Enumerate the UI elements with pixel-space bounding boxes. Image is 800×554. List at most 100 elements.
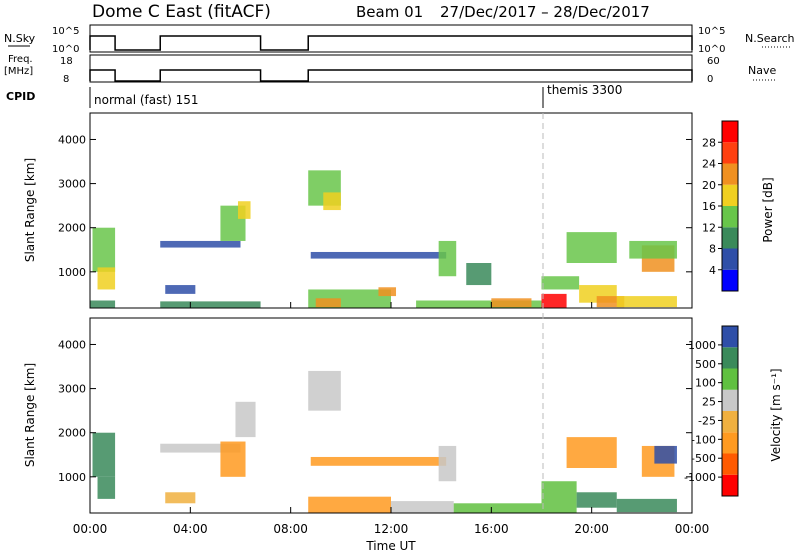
- colorbar-tick-label: -25: [698, 414, 716, 427]
- freq-step-line: [89, 69, 693, 82]
- nave-label: Nave: [748, 64, 776, 77]
- heatmap-cell: [491, 298, 532, 308]
- heatmap-cell: [310, 251, 447, 259]
- velocity-panel-frame: [89, 317, 693, 514]
- nsearch-tick-bottom: 10^0: [698, 44, 725, 55]
- cpid-mode-2: themis 3300: [547, 83, 622, 97]
- heatmap-cell: [378, 287, 397, 297]
- power-colorbar: 4 8 12 16 20 24 28: [702, 120, 739, 292]
- y-tick-label: 3000: [58, 383, 86, 396]
- nsearch-tick-top: 10^5: [698, 26, 725, 37]
- heatmap-cell: [541, 276, 580, 290]
- heatmap-cell: [237, 201, 251, 219]
- heatmap-cell: [160, 301, 261, 308]
- heatmap-cell: [235, 401, 256, 438]
- colorbar-segment: [722, 347, 738, 369]
- colorbar-tick-label: 16: [702, 200, 716, 213]
- y-tick-label: 4000: [58, 338, 86, 351]
- heatmap-cell: [315, 298, 341, 308]
- colorbar-segment: [722, 389, 738, 411]
- x-axis-ticks: 00:00 04:00 08:00 12:00 16:00 20:00 00:00: [73, 302, 709, 536]
- heatmap-cell: [466, 263, 492, 286]
- power-colorbar-label: Power [dB]: [761, 177, 775, 242]
- heatmap-cell: [616, 498, 677, 513]
- y-tick-label: 2000: [58, 427, 86, 440]
- nsearch-label: N.Search: [745, 32, 795, 45]
- colorbar-segment: [722, 142, 738, 164]
- heatmap-cell: [90, 300, 116, 308]
- colorbar-segment: [722, 184, 738, 206]
- heatmap-cell: [541, 481, 577, 513]
- y-tick-label: 4000: [58, 133, 86, 146]
- heatmap-cell: [566, 232, 617, 263]
- x-axis-label: Time UT: [365, 539, 416, 553]
- heatmap-cell: [596, 296, 625, 308]
- colorbar-segment: [722, 411, 738, 433]
- heatmap-cell: [165, 285, 196, 294]
- x-tick-label: 08:00: [273, 522, 308, 536]
- heatmap-cell: [310, 456, 447, 466]
- colorbar-segment: [722, 326, 738, 348]
- y-tick-label: 2000: [58, 222, 86, 235]
- x-tick-label: 16:00: [474, 522, 509, 536]
- heatmap-cell: [629, 240, 677, 259]
- colorbar-segment: [722, 368, 738, 390]
- heatmap-cell: [438, 445, 457, 482]
- colorbar-segment: [722, 163, 738, 185]
- x-tick-label: 04:00: [173, 522, 208, 536]
- power-heatmap: [90, 170, 677, 308]
- power-y-ticks: 1000 2000 3000 4000: [58, 133, 692, 279]
- y-tick-label: 3000: [58, 178, 86, 191]
- date-range: 27/Dec/2017 – 28/Dec/2017: [440, 3, 650, 21]
- y-tick-label: 1000: [58, 266, 86, 279]
- velocity-heatmap: [92, 370, 677, 513]
- nsky-trace: [89, 35, 693, 51]
- heatmap-cell: [541, 293, 567, 308]
- power-y-axis-label: Slant Range [km]: [23, 158, 37, 262]
- heatmap-cell: [391, 501, 454, 513]
- colorbar-tick-label: 4: [709, 264, 716, 277]
- x-tick-label: 00:00: [73, 522, 108, 536]
- colorbar-segment: [722, 453, 738, 475]
- colorbar-tick-label: 25: [702, 396, 716, 409]
- colorbar-segment: [722, 269, 738, 291]
- colorbar-tick-label: 20: [702, 179, 716, 192]
- colorbar-tick-label: 500: [695, 358, 716, 371]
- nsky-label: N.Sky: [4, 32, 36, 45]
- nsky-step-line: [89, 35, 693, 51]
- nsky-strip-frame: [89, 24, 693, 53]
- colorbar-tick-label: 100: [695, 377, 716, 390]
- x-tick-label: 12:00: [374, 522, 409, 536]
- colorbar-tick-label: -1000: [684, 471, 716, 484]
- heatmap-cell: [308, 370, 341, 411]
- station-title: Dome C East (fitACF): [92, 2, 271, 22]
- heatmap-cell: [438, 240, 457, 277]
- nave-tick-top: 60: [707, 56, 720, 67]
- heatmap-cell: [97, 267, 116, 290]
- y-tick-label: 1000: [58, 471, 86, 484]
- heatmap-cell: [323, 192, 341, 211]
- power-panel-frame: [89, 112, 693, 309]
- heatmap-cell: [453, 503, 542, 513]
- freq-label-line1: Freq.: [8, 54, 33, 65]
- cpid-label: CPID: [6, 90, 35, 103]
- colorbar-tick-label: -100: [691, 433, 716, 446]
- freq-strip-frame: [89, 54, 693, 83]
- freq-tick-top: 18: [60, 56, 73, 67]
- velocity-y-axis-label: Slant Range [km]: [23, 363, 37, 467]
- heatmap-cell: [576, 492, 617, 508]
- heatmap-cell: [92, 432, 116, 477]
- heatmap-cell: [92, 227, 116, 272]
- heatmap-cell: [616, 296, 677, 308]
- colorbar-tick-label: 1000: [688, 339, 716, 352]
- heatmap-cell: [160, 240, 241, 248]
- heatmap-cell: [308, 496, 391, 513]
- velocity-y-ticks: 1000 2000 3000 4000: [58, 338, 692, 484]
- heatmap-cell: [416, 300, 542, 308]
- beam-label: Beam 01: [356, 3, 423, 21]
- colorbar-segment: [722, 248, 738, 270]
- colorbar-tick-label: -500: [691, 452, 716, 465]
- heatmap-cell: [160, 443, 241, 453]
- cpid-mode-1: normal (fast) 151: [94, 93, 198, 107]
